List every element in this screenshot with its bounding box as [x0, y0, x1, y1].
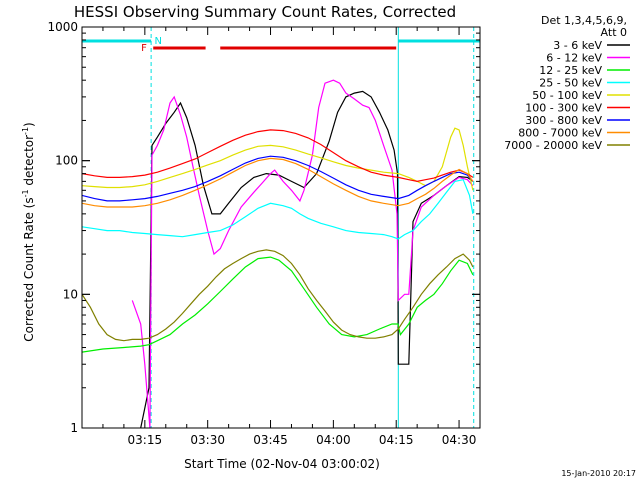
legend-label: 6 - 12 keV	[546, 52, 602, 65]
y-axis-label-exp2: -1	[21, 127, 30, 135]
legend-label: 100 - 300 keV	[525, 102, 602, 115]
legend-label: 25 - 50 keV	[539, 77, 602, 90]
plot-layer: FN 1 10 100 1000 03:15 03:30 03:45 04:00 04:15 04:…	[47, 20, 481, 447]
x-tick-label: 04:00	[316, 433, 351, 447]
x-tick-label: 03:45	[253, 433, 288, 447]
series-line-3	[82, 256, 474, 353]
series-line-8	[82, 157, 474, 208]
chart-title: HESSI Observing Summary Count Rates, Cor…	[74, 3, 456, 21]
chart-footer-date: 15-Jan-2010 20:17	[561, 469, 636, 478]
y-axis-label-part2: detector	[22, 135, 36, 190]
y-axis-label: Corrected Count Rate (s-1 detector-1)	[21, 122, 36, 341]
flag-label-f: F	[141, 43, 147, 54]
series-line-7	[82, 155, 474, 202]
series-line-6	[82, 129, 474, 183]
x-axis-label: Start Time (02-Nov-04 03:00:02)	[184, 457, 380, 471]
y-tick-label: 1000	[47, 20, 78, 34]
x-tick-label: 03:30	[190, 433, 225, 447]
x-tick-label: 04:30	[442, 433, 477, 447]
legend-header: Att 0	[601, 26, 627, 39]
y-tick-label: 1	[70, 421, 78, 435]
series-line-1	[140, 90, 474, 428]
y-tick-label: 100	[55, 154, 78, 168]
flag-label-n: N	[155, 36, 162, 47]
series-line-5	[82, 127, 474, 191]
legend-label: 300 - 800 keV	[525, 114, 602, 127]
series-line-4	[82, 179, 474, 240]
legend-label: 7000 - 20000 keV	[504, 139, 602, 152]
series-line-9	[82, 249, 474, 342]
series-line-2	[131, 79, 474, 428]
y-axis-label-part3: )	[22, 122, 36, 127]
legend-label: 50 - 100 keV	[532, 89, 602, 102]
y-axis-label-part1: Corrected Count Rate (s	[22, 197, 36, 341]
legend-header: Det 1,3,4,5,6,9,	[541, 14, 627, 27]
legend-label: 3 - 6 keV	[553, 39, 602, 52]
plot-frame	[81, 26, 481, 429]
x-tick-label: 03:15	[128, 433, 163, 447]
x-tick-label: 04:15	[379, 433, 414, 447]
y-tick-label: 10	[63, 287, 78, 301]
y-axis-label-exp1: -1	[21, 189, 30, 197]
legend-label: 800 - 7000 keV	[518, 127, 602, 140]
legend-label: 12 - 25 keV	[539, 64, 602, 77]
